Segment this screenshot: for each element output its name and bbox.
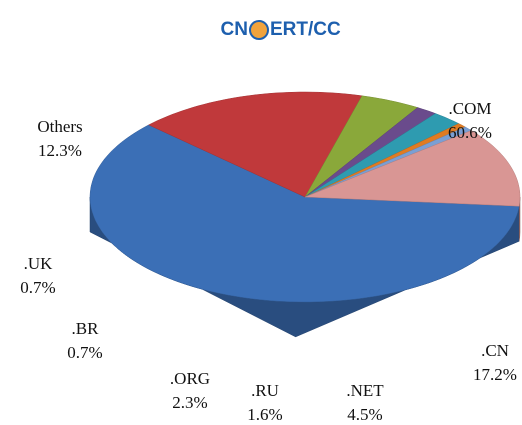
slice [304, 95, 419, 198]
category-label: .BR [72, 319, 100, 338]
slice [148, 91, 363, 198]
value-label: 1.6% [247, 405, 282, 424]
logo-left: CN [221, 19, 248, 40]
value-label: 4.5% [347, 405, 382, 424]
labels: .COM 60.6% .CN 17.2% .NET 4.5% .RU 1.6% .ORG 2.3%… [20, 99, 517, 424]
value-label: 0.7% [20, 278, 55, 297]
logo: CN ERT/CC [221, 19, 341, 40]
category-label: Others [37, 117, 82, 136]
logo-right: ERT/CC [270, 19, 341, 40]
category-label: .CN [481, 341, 509, 360]
value-label: 17.2% [473, 365, 517, 384]
category-label: .COM [449, 99, 492, 118]
value-label: 2.3% [172, 393, 207, 412]
value-label: 12.3% [38, 141, 82, 160]
logo-globe [249, 20, 269, 40]
slice [304, 113, 460, 198]
slice [89, 124, 520, 303]
category-label: .UK [24, 254, 54, 273]
value-label: 60.6% [448, 123, 492, 142]
category-label: .ORG [170, 369, 210, 388]
slice [304, 130, 521, 207]
value-label: 0.7% [67, 343, 102, 362]
category-label: .NET [346, 381, 384, 400]
pie-tops [89, 91, 521, 303]
category-label: .RU [251, 381, 279, 400]
